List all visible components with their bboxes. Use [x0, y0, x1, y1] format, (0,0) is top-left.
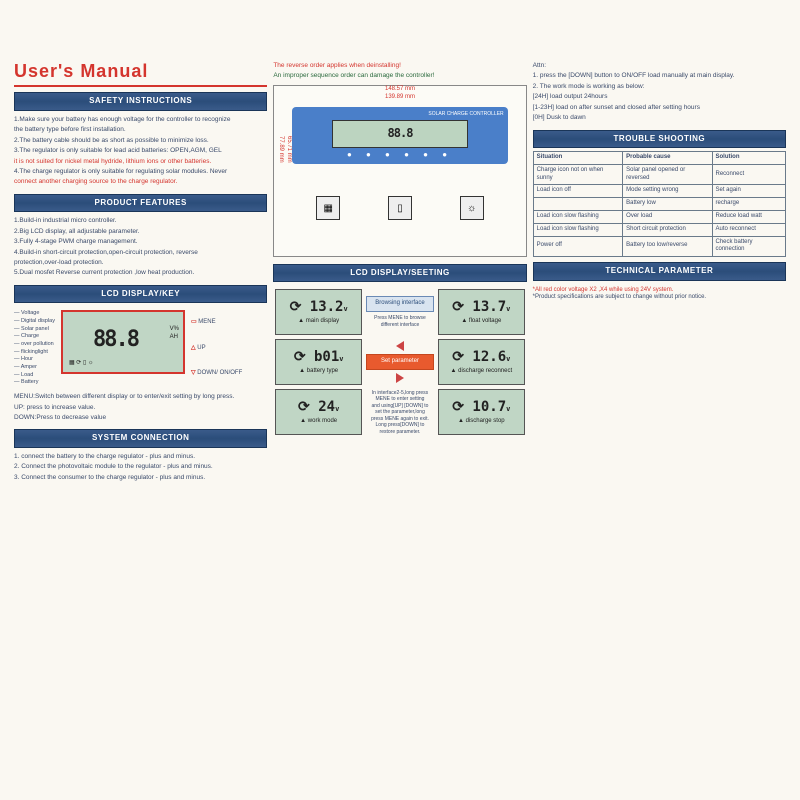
dim-height-2: 65.71 mm	[284, 136, 292, 163]
syscon-body: 1. connect the battery to the charge reg…	[14, 451, 267, 484]
features-body: 1.Build-in industrial micro controller.2…	[14, 215, 267, 280]
footnote-1: *All red color voltage X2 ,X4 while usin…	[533, 287, 786, 295]
column-3: Attn:1. press the [DOWN] button to ON/OF…	[533, 60, 786, 710]
key-button-labels: ▭ MENE△ UP▽ DOWN/ ON/OFF	[191, 310, 242, 387]
safety-header: SAFETY INSTRUCTIONS	[14, 92, 267, 110]
dim-width-1: 148.57 mm	[274, 86, 525, 94]
key-desc: MENU:Switch between different display or…	[14, 391, 267, 424]
wiring-icons: ▦▯☼	[274, 170, 525, 224]
trouble-header: TROUBLE SHOOTING	[533, 130, 786, 148]
dim-width-2: 139.89 mm	[274, 94, 525, 102]
manual-sheet: User's Manual SAFETY INSTRUCTIONS 1.Make…	[0, 0, 800, 800]
lcd-setting-grid: ⟳ 13.2v▲ main displayBrowsing interfaceP…	[275, 289, 524, 435]
dim-height-1: 77.89 mm	[276, 136, 284, 163]
tech-header: TECHNICAL PARAMETER	[533, 262, 786, 280]
main-title: User's Manual	[14, 60, 267, 87]
key-side-labels: — Voltage— Digital display— Solar panel—…	[14, 310, 55, 387]
controller-body: SOLAR CHARGE CONTROLLER 88.8 ● ● ● ● ● ●	[292, 107, 507, 164]
syscon-header: SYSTEM CONNECTION	[14, 429, 267, 447]
features-header: PRODUCT FEATURES	[14, 194, 267, 212]
col3-notes: Attn:1. press the [DOWN] button to ON/OF…	[533, 60, 786, 125]
controller-diagram: 148.57 mm 139.89 mm 77.89 mm 65.71 mm SO…	[273, 85, 526, 257]
controller-lcd: 88.8	[332, 120, 469, 148]
lcdkey-header: LCD DISPLAY/KEY	[14, 285, 267, 303]
trouble-table: SituationProbable causeSolutionCharge ic…	[533, 151, 786, 257]
column-2: The reverse order applies when deinstall…	[273, 60, 526, 710]
controller-buttons: ● ● ● ● ● ●	[296, 150, 503, 160]
footnote-2: *Product specifications are subject to c…	[533, 294, 786, 302]
col2-warnings: The reverse order applies when deinstall…	[273, 60, 526, 83]
lcdset-header: LCD DISPLAY/SEETING	[273, 264, 526, 282]
column-1: User's Manual SAFETY INSTRUCTIONS 1.Make…	[14, 60, 267, 710]
safety-body: 1.Make sure your battery has enough volt…	[14, 114, 267, 189]
lcd-key-diagram: — Voltage— Digital display— Solar panel—…	[14, 310, 267, 387]
key-lcd-screen: 88.8 V%AH ▦ ⟳ ▯ ☼	[61, 310, 185, 374]
